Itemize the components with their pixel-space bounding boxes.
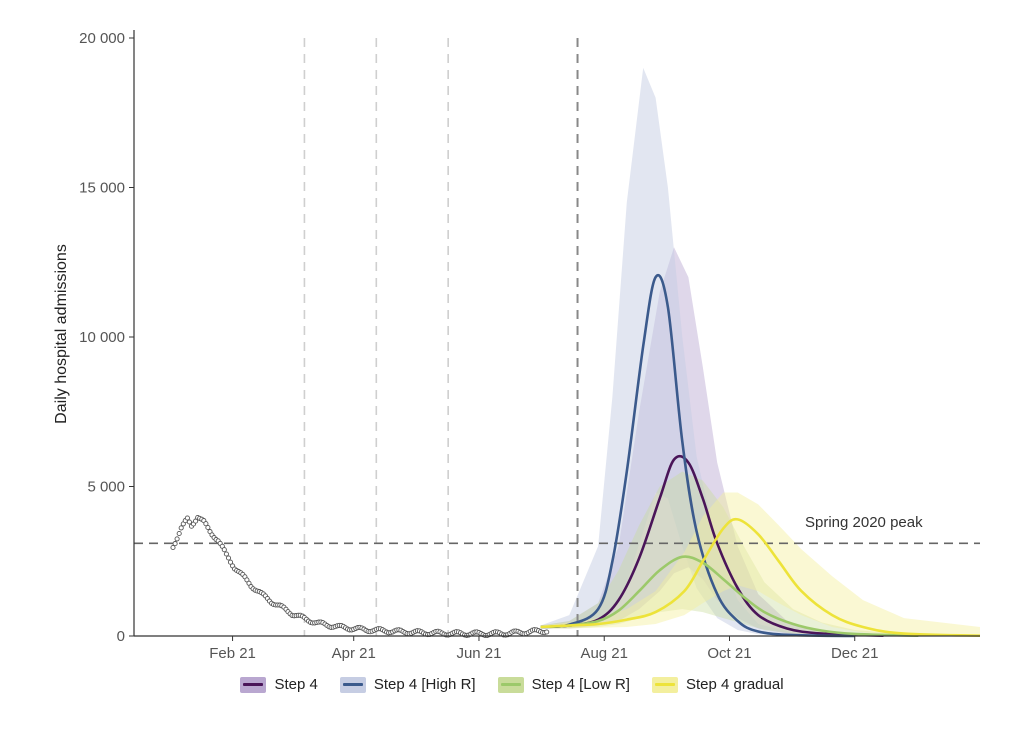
observed-point xyxy=(205,524,211,531)
observed-point xyxy=(544,629,550,635)
x-tick-label: Dec 21 xyxy=(831,645,879,662)
y-tick-label: 20 000 xyxy=(79,30,125,47)
x-tick-label: Apr 21 xyxy=(332,645,376,662)
y-tick-label: 5 000 xyxy=(87,479,125,496)
observed-point xyxy=(203,521,209,527)
legend-label: Step 4 gradual xyxy=(685,676,784,693)
projection-lines xyxy=(540,273,981,638)
observed-point xyxy=(176,530,182,537)
x-tick-label: Oct 21 xyxy=(707,645,751,662)
band-step-4-high-r- xyxy=(540,67,855,636)
legend-swatch xyxy=(651,676,678,693)
observed-point xyxy=(225,555,232,561)
legend-swatch xyxy=(339,676,366,693)
legend-label: Step 4 [High R] xyxy=(373,676,476,693)
observed-point xyxy=(178,525,184,531)
legend-item: Step 4 gradual xyxy=(651,676,784,693)
legend-item: Step 4 xyxy=(240,676,318,693)
observed-point xyxy=(193,518,199,524)
legend-swatch xyxy=(497,676,524,693)
observed-point xyxy=(223,551,229,557)
legend-item: Step 4 [High R] xyxy=(339,676,476,693)
reference-lines xyxy=(134,38,980,636)
legend-swatch-line xyxy=(500,682,521,686)
x-tick-label: Feb 21 xyxy=(209,645,256,662)
band-step-4-gradual xyxy=(540,492,980,636)
chart-area: 0 5 000 10 000 15 000 20 000 Feb 21 Apr 21 Jun … xyxy=(53,30,981,662)
observed-point xyxy=(221,547,227,553)
observed-point xyxy=(172,541,178,547)
observed-point xyxy=(174,536,180,542)
legend-label: Step 4 xyxy=(274,676,318,693)
y-tick-label: 0 xyxy=(117,628,125,645)
line-step-4-gradual xyxy=(540,517,981,637)
legend-swatch-line xyxy=(243,682,264,686)
legend-swatch xyxy=(240,676,267,693)
x-tick-label: Aug 21 xyxy=(580,645,628,662)
line-step-4 xyxy=(540,454,884,637)
observed-point xyxy=(184,515,190,521)
axes: 0 5 000 10 000 15 000 20 000 Feb 21 Apr 21 Jun … xyxy=(79,30,980,662)
observed-point xyxy=(186,519,192,525)
x-tick-label: Jun 21 xyxy=(456,645,501,662)
line-step-4-high-r- xyxy=(540,273,855,638)
observed-point xyxy=(227,559,234,565)
uncertainty-bands xyxy=(540,67,980,637)
legend-label: Step 4 [Low R] xyxy=(531,676,630,693)
observed-admissions xyxy=(170,514,550,639)
legend-swatch-line xyxy=(342,682,363,686)
observed-point xyxy=(170,544,176,551)
y-tick-label: 10 000 xyxy=(79,329,125,346)
legend-swatch-line xyxy=(654,682,675,686)
spring-peak-label: Spring 2020 peak xyxy=(805,514,923,531)
y-axis-label: Daily hospital admissions xyxy=(53,244,70,424)
legend-item: Step 4 [Low R] xyxy=(497,676,630,693)
legend: Step 4 Step 4 [High R] Step 4 [Low R] Step … xyxy=(0,676,1024,693)
y-tick-label: 15 000 xyxy=(79,180,125,197)
